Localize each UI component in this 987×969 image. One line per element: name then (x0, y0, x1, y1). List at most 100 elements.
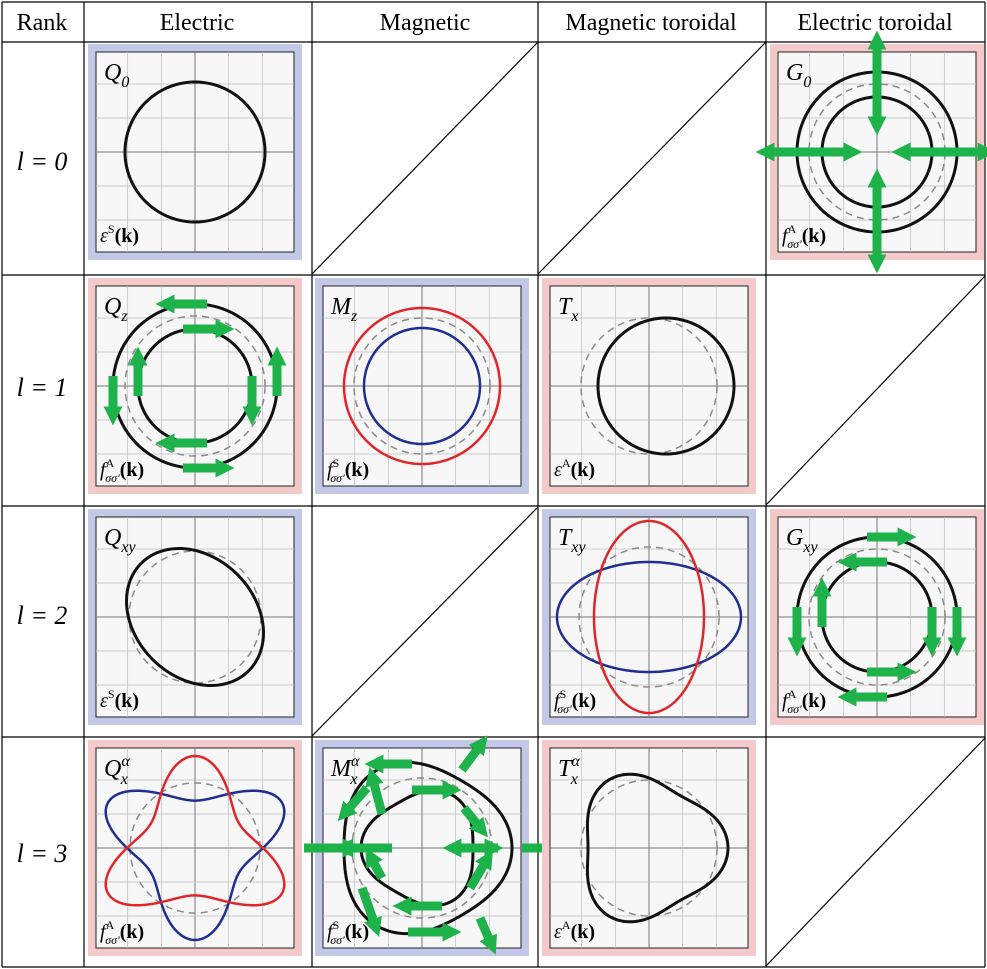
function-letter: f (327, 921, 335, 943)
panel-symbol: Gxy (786, 525, 818, 556)
empty-cell-magnetic-toroidal-l0 (537, 41, 767, 275)
symbol-letter: M (330, 294, 353, 320)
spin-arrow (365, 766, 387, 816)
empty-cell-magnetic-l2 (311, 506, 539, 737)
header-row: Rank Electric Magnetic Magnetic toroidal… (17, 10, 953, 36)
function-argument: (k) (572, 690, 596, 712)
panel-function: εA(k) (554, 456, 595, 481)
function-subscript: σσ′ (787, 702, 802, 716)
spin-arrow (475, 916, 497, 955)
function-superscript: S (560, 687, 567, 701)
symbol-letter: Q (104, 756, 121, 782)
panel-function: fA σσ′(k) (782, 687, 826, 716)
symbol-subscript: z (350, 308, 358, 325)
function-letter: f (782, 225, 790, 247)
empty-cell-diagonals (311, 41, 986, 967)
function-letter: ε (554, 459, 562, 481)
panel-Mz: Mz fS σσ′(k) (315, 278, 529, 494)
function-superscript: A (562, 456, 571, 470)
function-letter: f (554, 690, 562, 712)
panel-function: fA σσ′(k) (100, 918, 144, 947)
spin-arrow (460, 805, 488, 838)
symbol-subscript: xy (802, 539, 818, 556)
function-superscript: A (106, 456, 115, 470)
panel-symbol: G0 (786, 60, 811, 91)
symbol-letter: T (558, 294, 573, 320)
spin-arrow (458, 735, 488, 773)
panel-symbol: Mz (330, 294, 358, 325)
row-label-l3: l = 3 (17, 839, 68, 868)
symbol-subscript: z (120, 308, 128, 325)
function-letter: f (327, 459, 335, 481)
symbol-subscript: x (570, 308, 578, 325)
panel-symbol: Qz (104, 294, 128, 325)
blue-band-curve (362, 326, 482, 446)
function-argument: (k) (115, 225, 139, 247)
panel-Qxa: Qα x fA σσ′(k) (88, 740, 302, 956)
function-superscript: S (108, 222, 115, 236)
trigonal-fermi-surface-curve (585, 772, 730, 924)
function-superscript: A (788, 222, 797, 236)
distorted-fermi-surface-curve (125, 547, 265, 687)
symbol-superscript: α (351, 753, 360, 770)
symbol-subscript: x (120, 771, 128, 788)
panel-function: εA(k) (554, 918, 595, 943)
symbol-subscript: 0 (121, 74, 129, 91)
panel-Txa: Tα x εA(k) (542, 740, 756, 956)
panel-function: fS σσ′(k) (554, 687, 596, 716)
shifted-fermi-surface-curve (596, 316, 736, 456)
reference-dashed-curve (578, 546, 720, 688)
panel-function: fS σσ′(k) (327, 918, 369, 947)
panel-Qxy: Qxy εS(k) (88, 509, 302, 725)
symbol-letter: Q (104, 525, 121, 551)
panel-symbol: Qα x (104, 753, 130, 788)
function-subscript: σσ′ (330, 933, 345, 947)
symbol-subscript: 0 (803, 74, 811, 91)
symbol-subscript: xy (570, 539, 586, 556)
panel-function: εS(k) (100, 687, 139, 712)
symbol-subscript: xy (120, 539, 136, 556)
fermi-surface-curve (123, 80, 267, 224)
header-magnetic-toroidal: Magnetic toroidal (565, 10, 737, 36)
symbol-superscript: α (571, 753, 580, 770)
panel-Txy: Txy fS σσ′(k) (542, 509, 756, 725)
row-label-l1: l = 1 (17, 373, 68, 402)
row-label-l2: l = 2 (17, 601, 68, 630)
symbol-letter: T (558, 525, 573, 551)
symbol-subscript: x (570, 771, 578, 788)
plot-grid (96, 52, 294, 252)
function-letter: ε (554, 921, 562, 943)
plot-grid (550, 748, 748, 948)
function-argument: (k) (571, 459, 595, 481)
empty-cell-electric-toroidal-l1 (765, 275, 986, 506)
spin-arrow (365, 847, 386, 881)
function-subscript: σσ′ (787, 237, 802, 251)
spin-arrow (337, 785, 371, 822)
panel-Q0: Q0 εS(k) (88, 44, 302, 260)
function-letter: ε (100, 225, 108, 247)
function-superscript: A (562, 918, 571, 932)
function-superscript: S (333, 456, 340, 470)
symbol-letter: G (786, 60, 803, 86)
panel-G0: G0 fA σσ′(k) (755, 30, 987, 274)
panel-symbol: Mα x (330, 753, 360, 788)
panel-Qz: Qz fA σσ′(k) (88, 278, 302, 494)
function-letter: ε (100, 690, 108, 712)
symbol-letter: Q (104, 294, 121, 320)
spin-arrow (466, 849, 493, 891)
function-superscript: S (333, 918, 340, 932)
symbol-letter: M (330, 756, 353, 782)
function-subscript: σσ′ (105, 471, 120, 485)
function-letter: f (782, 690, 790, 712)
red-band-curve (104, 754, 286, 907)
function-argument: (k) (115, 690, 139, 712)
panel-symbol: Txy (558, 525, 586, 556)
plot-grid (550, 517, 748, 717)
red-band-curve (592, 519, 706, 715)
panel-function: fA σσ′(k) (100, 456, 144, 485)
panel-function: εS(k) (100, 222, 139, 247)
spin-arrow (357, 886, 382, 937)
symbol-superscript: α (121, 753, 130, 770)
